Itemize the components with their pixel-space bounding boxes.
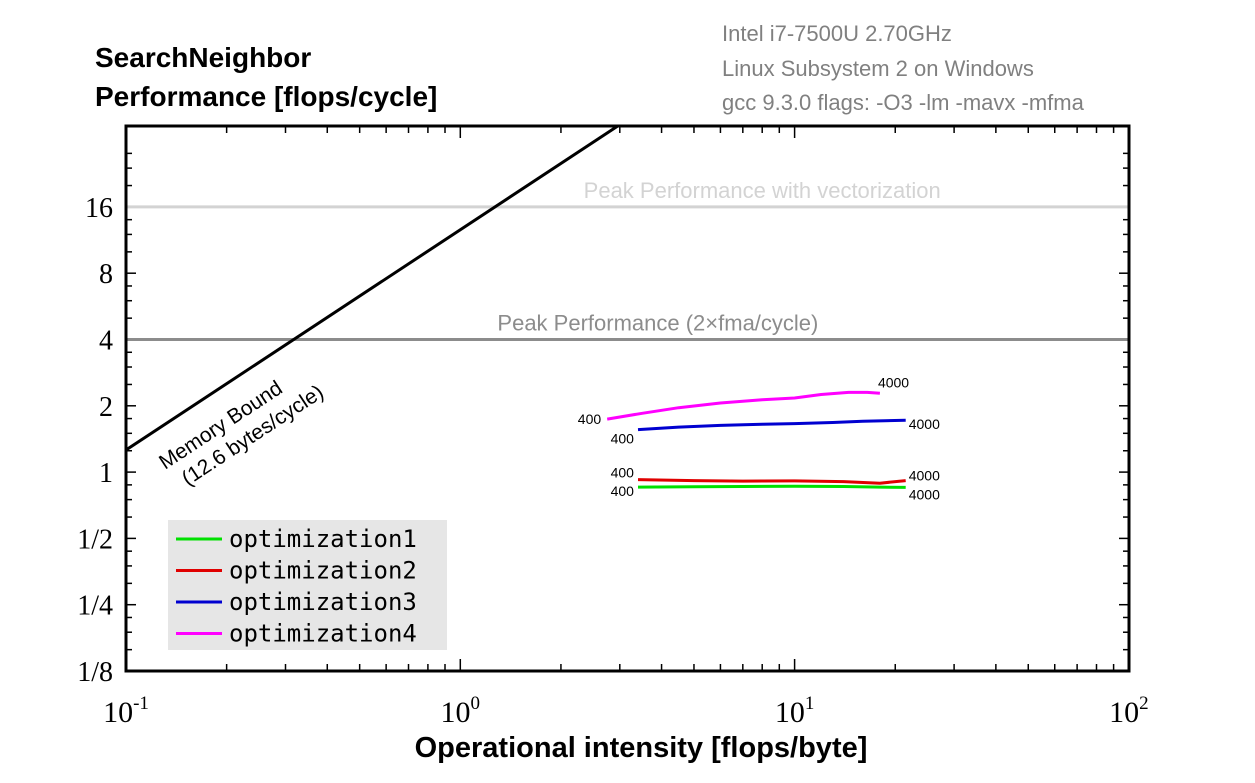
chart-title-line-1: SearchNeighbor	[95, 42, 311, 73]
info-cpu: Intel i7-7500U 2.70GHz	[722, 21, 952, 46]
optimization2-end-label: 4000	[909, 468, 940, 484]
optimization1-line	[637, 484, 906, 489]
x-tick-exponent: -1	[133, 693, 149, 714]
x-tick-label: 100	[441, 693, 481, 729]
optimization4-line	[606, 390, 881, 421]
memory-bound-label: Memory Bound(12.6 bytes/cycle)	[155, 377, 328, 491]
optimization3-start-label: 400	[611, 431, 635, 447]
memory-bound-line	[126, 126, 621, 452]
y-tick-label: 16	[85, 193, 113, 224]
optimization4-end-label: 4000	[878, 374, 909, 390]
x-tick-label: 101	[775, 693, 815, 729]
x-tick-base: 10	[103, 696, 133, 729]
optimization2-start-label: 400	[611, 465, 635, 481]
optimization2-legend-label: optimization2	[229, 557, 417, 585]
y-tick-label: 1/8	[77, 657, 113, 688]
optimization4-legend-label: optimization4	[229, 620, 417, 648]
legend-box	[168, 520, 447, 650]
optimization3-end-label: 4000	[909, 416, 940, 432]
legend: optimization1 optimization2 optimization3 o…	[168, 520, 447, 650]
y-axis-ticks: 1/8 1/4 1/2 1 2 4 8 16	[77, 193, 1129, 688]
peak-scalar-label: Peak Performance (2×fma/cycle)	[497, 311, 818, 336]
x-tick-exponent: 1	[805, 693, 815, 714]
x-tick-base: 10	[775, 696, 805, 729]
plot-frame	[124, 124, 1131, 673]
series-point-labels: 400 4000 400 4000 400 4000 400 4000	[578, 374, 940, 502]
optimization4-start-label: 400	[578, 411, 602, 427]
info-compiler: gcc 9.3.0 flags: -O3 -lm -mavx -mfma	[722, 90, 1085, 115]
y-tick-label: 8	[99, 259, 113, 290]
x-axis-ticks: 10-1 100 101 102	[103, 693, 1149, 729]
optimization3-legend-label: optimization3	[229, 588, 417, 616]
y-tick-label: 1/2	[77, 524, 113, 555]
optimization1-legend-label: optimization1	[229, 525, 417, 553]
y-tick-label: 1/4	[77, 591, 113, 622]
info-os: Linux Subsystem 2 on Windows	[722, 56, 1034, 81]
optimization1-start-label: 400	[611, 483, 635, 499]
series-layer	[126, 126, 906, 489]
y-tick-label: 1	[99, 458, 113, 489]
x-axis-label: Operational intensity [flops/byte]	[415, 732, 868, 764]
optimization3-line	[637, 418, 906, 432]
x-tick-exponent: 0	[471, 693, 481, 714]
optimization2-line	[637, 478, 906, 485]
x-tick-base: 10	[441, 696, 471, 729]
reference-lines: Peak Performance with vectorization Peak …	[126, 178, 1129, 341]
x-tick-label: 10-1	[103, 693, 149, 729]
chart-title-line-2: Performance [flops/cycle]	[95, 81, 437, 112]
y-tick-label: 4	[99, 326, 113, 357]
x-tick-exponent: 2	[1139, 693, 1149, 714]
x-tick-label: 102	[1109, 693, 1149, 729]
x-tick-base: 10	[1109, 696, 1139, 729]
peak-vectorization-label: Peak Performance with vectorization	[584, 178, 941, 203]
chart-titles: SearchNeighbor Performance [flops/cycle]…	[95, 21, 1085, 115]
optimization1-end-label: 4000	[909, 486, 940, 502]
y-tick-label: 2	[99, 392, 113, 423]
